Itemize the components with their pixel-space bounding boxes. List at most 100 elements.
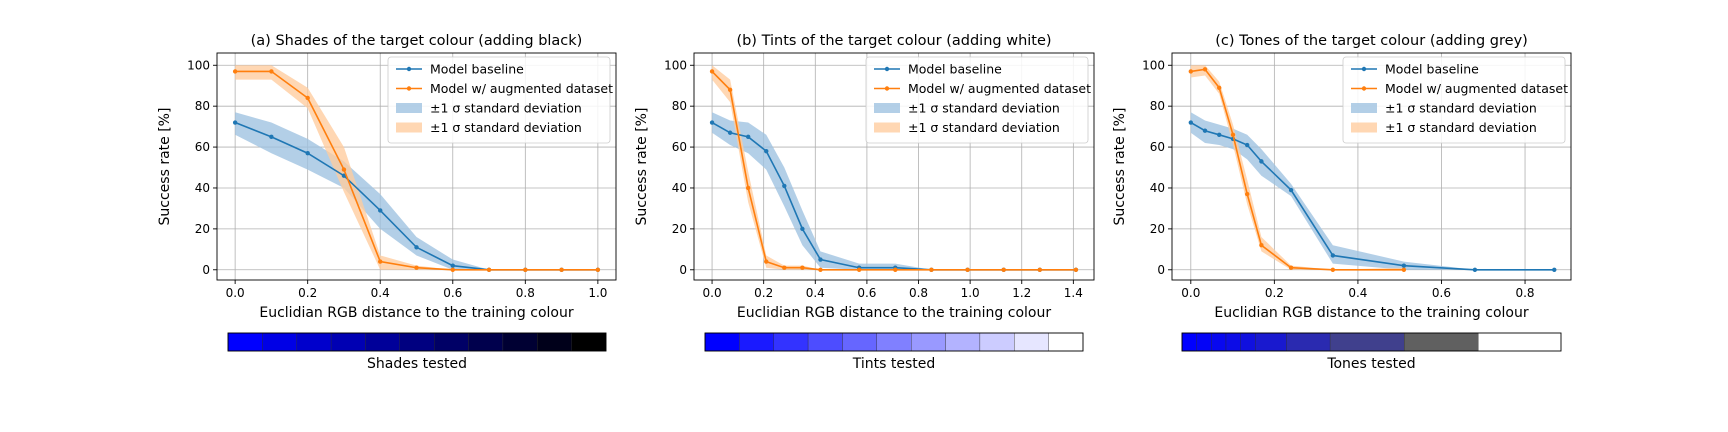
legend-box: [387, 56, 611, 144]
data-point-baseline: [782, 183, 787, 189]
y-tick-label: 60: [195, 140, 210, 154]
data-point-augmented: [595, 267, 601, 272]
x-tick-label: 0.2: [754, 286, 773, 300]
swatch-strip: Shades tested: [227, 332, 607, 372]
y-tick-label: 100: [1142, 58, 1165, 72]
data-point-augmented: [1073, 267, 1079, 272]
colour-swatch: [1329, 332, 1405, 352]
y-tick-label: 100: [664, 58, 687, 72]
colour-swatch: [365, 332, 400, 352]
chart-panel-2: 0.0 0.2 0.4 0.6 0.8 0 20 40 60 80 100 (c) Tones of …: [1112, 33, 1572, 372]
x-tick-label: 0.6: [857, 286, 876, 300]
data-point-augmented: [1037, 267, 1043, 272]
x-tick-label: 1.0: [588, 286, 607, 300]
colour-swatch: [434, 332, 469, 352]
y-tick-label: 20: [1150, 222, 1165, 236]
data-point-augmented: [856, 267, 862, 272]
data-point-augmented: [893, 267, 898, 272]
legend-marker-augmented: [1361, 86, 1367, 91]
data-point-augmented: [341, 167, 347, 172]
y-tick-label: 60: [1150, 140, 1165, 154]
data-point-augmented: [232, 69, 238, 74]
legend-marker-baseline: [884, 66, 890, 72]
data-point-baseline: [1330, 253, 1336, 258]
data-point-augmented: [1245, 191, 1250, 197]
x-tick-label: 0.2: [298, 286, 317, 300]
data-point-augmented: [782, 265, 787, 270]
colour-swatch: [773, 332, 809, 352]
data-point-baseline: [745, 134, 751, 140]
std-band-baseline: [235, 112, 598, 270]
legend-label-augmented: Model w/ augmented dataset: [430, 81, 613, 96]
series-line-augmented: [711, 70, 1076, 271]
y-axis-label: Success rate [%]: [1112, 108, 1128, 226]
data-point-baseline: [800, 226, 805, 232]
x-tick-label: 0.0: [1181, 286, 1200, 300]
colour-swatch: [502, 332, 538, 352]
legend-swatch-augmented-band: [396, 122, 422, 133]
y-tick-label: 40: [1150, 181, 1165, 195]
legend-marker-augmented: [406, 86, 412, 91]
legend-marker-baseline: [406, 66, 412, 72]
data-point-baseline: [269, 134, 274, 140]
data-point-augmented: [1001, 267, 1006, 272]
colour-swatch: [739, 332, 774, 352]
data-point-augmented: [709, 69, 715, 74]
data-point-augmented: [818, 267, 823, 272]
swatch-frame: [1181, 332, 1562, 352]
chart-panel-0: 0.0 0.2 0.4 0.6 0.8 1.0 0 20 40 60 80 100 (a) Shades…: [157, 33, 617, 372]
y-tick-label: 60: [672, 140, 687, 154]
data-point-augmented: [727, 87, 733, 93]
swatch-label: Tints tested: [852, 356, 936, 372]
swatch-label: Tones tested: [1326, 356, 1415, 372]
x-tick-label: 0.0: [226, 286, 245, 300]
y-tick-label: 40: [672, 181, 687, 195]
plot-frame: [693, 52, 1095, 281]
data-point-baseline: [1217, 132, 1222, 138]
colour-swatch: [1048, 332, 1084, 352]
data-point-baseline: [1552, 267, 1557, 272]
colour-swatch: [1225, 332, 1241, 352]
data-point-augmented: [1288, 265, 1294, 270]
x-axis-label: Euclidian RGB distance to the training c…: [1214, 305, 1528, 321]
data-point-augmented: [965, 267, 970, 272]
data-point-baseline: [450, 263, 455, 268]
y-tick-label: 0: [1157, 263, 1165, 277]
data-point-baseline: [764, 148, 769, 154]
legend-label-baseline: Model baseline: [908, 62, 1002, 77]
colour-swatch: [876, 332, 912, 352]
colour-swatch: [1196, 332, 1212, 352]
colour-swatch: [227, 332, 263, 352]
swatch-frame: [704, 332, 1084, 352]
chart-panel-1: 0.0 0.2 0.4 0.6 0.8 1.0 1.2 1.4 0 20 40 60 80 100 (b) …: [634, 33, 1095, 372]
y-axis-label: Success rate [%]: [157, 108, 173, 226]
y-tick-label: 40: [195, 181, 210, 195]
legend-marker-augmented: [884, 86, 890, 91]
colour-swatch: [1240, 332, 1256, 352]
data-point-baseline: [414, 245, 419, 250]
data-point-baseline: [727, 130, 733, 135]
y-axis-label: Success rate [%]: [634, 108, 650, 226]
legend-label-baseline-band: ±1 σ standard deviation: [908, 101, 1060, 116]
y-tick-label: 100: [187, 58, 210, 72]
y-tick-label: 80: [672, 99, 687, 113]
plot-frame: [1171, 52, 1572, 281]
data-point-augmented: [378, 259, 383, 264]
x-tick-label: 0.2: [1265, 286, 1284, 300]
legend-label-baseline: Model baseline: [430, 62, 524, 77]
y-tick-label: 0: [202, 263, 210, 277]
legend-box: [865, 56, 1089, 144]
x-tick-label: 1.4: [1064, 286, 1083, 300]
colour-swatch: [296, 332, 332, 352]
colour-swatch: [399, 332, 435, 352]
data-point-baseline: [1188, 120, 1194, 125]
data-point-baseline: [1202, 128, 1208, 133]
data-point-baseline: [1259, 159, 1264, 164]
data-point-augmented: [1217, 85, 1222, 90]
data-point-augmented: [559, 267, 564, 272]
colour-swatch: [945, 332, 981, 352]
data-point-augmented: [450, 267, 455, 272]
legend-label-augmented: Model w/ augmented dataset: [908, 81, 1091, 96]
x-tick-label: 0.8: [909, 286, 928, 300]
